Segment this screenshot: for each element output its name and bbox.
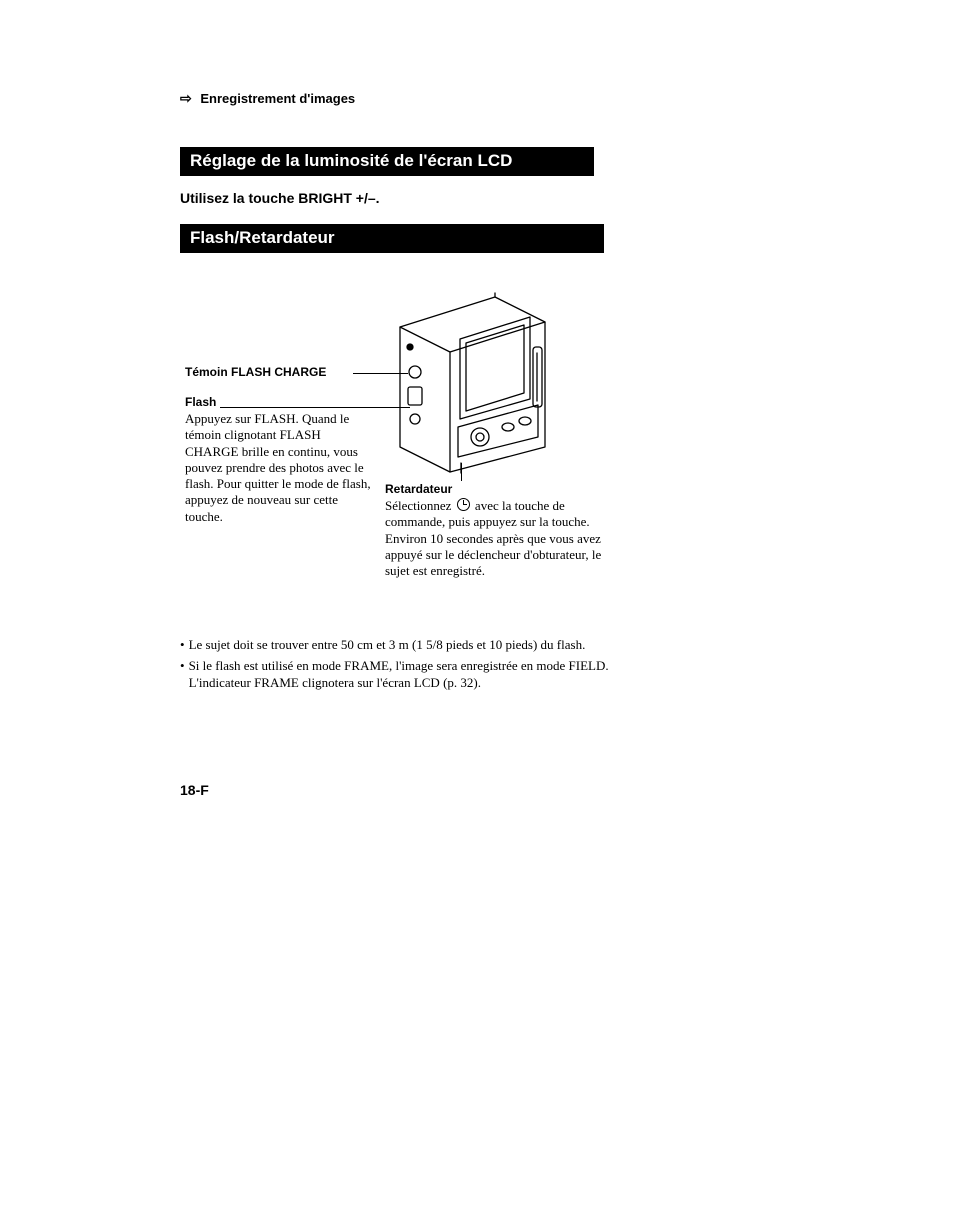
leader-line-retardateur [461, 463, 462, 481]
retardateur-body-3: Environ 10 secondes après que vous avez … [385, 531, 601, 579]
flash-body: Appuyez sur FLASH. Quand le témoin clign… [185, 411, 375, 525]
camera-illustration [380, 287, 560, 477]
retardateur-title: Retardateur [385, 482, 610, 496]
list-item: • Si le flash est utilisé en mode FRAME,… [180, 658, 610, 692]
leader-line-flash-charge [353, 373, 408, 374]
bullet-icon: • [180, 658, 189, 692]
section1-subheading: Utilisez la touche BRIGHT +/–. [180, 190, 954, 206]
self-timer-icon [457, 498, 470, 511]
manual-page: ⇨ Enregistrement d'images Réglage de la … [0, 0, 954, 1228]
bullet-text: Si le flash est utilisé en mode FRAME, l… [189, 658, 610, 692]
page-number: 18-F [180, 782, 954, 798]
section1-heading: Réglage de la luminosité de l'écran LCD [180, 147, 594, 176]
list-item: • Le sujet doit se trouver entre 50 cm e… [180, 637, 610, 654]
bullet-text: Le sujet doit se trouver entre 50 cm et … [189, 637, 586, 654]
section2-heading: Flash/Retardateur [180, 224, 604, 253]
bullet-icon: • [180, 637, 189, 654]
label-flash-charge: Témoin FLASH CHARGE [185, 365, 375, 379]
figure-area: Témoin FLASH CHARGE Flash Appuyez sur FL… [180, 287, 954, 627]
breadcrumb-arrow-icon: ⇨ [180, 90, 191, 107]
retardateur-body: Sélectionnez avec la touche de commande,… [385, 498, 610, 579]
retardateur-body-1: Sélectionnez [385, 498, 455, 513]
breadcrumb: ⇨ Enregistrement d'images [180, 90, 954, 107]
leader-line-flash [220, 407, 410, 408]
retardateur-block: Retardateur Sélectionnez avec la touche … [385, 482, 610, 579]
section2: Flash/Retardateur [180, 224, 954, 692]
breadcrumb-label: Enregistrement d'images [200, 91, 355, 106]
bullet-list: • Le sujet doit se trouver entre 50 cm e… [180, 637, 610, 692]
flash-block: Flash Appuyez sur FLASH. Quand le témoin… [185, 395, 375, 525]
